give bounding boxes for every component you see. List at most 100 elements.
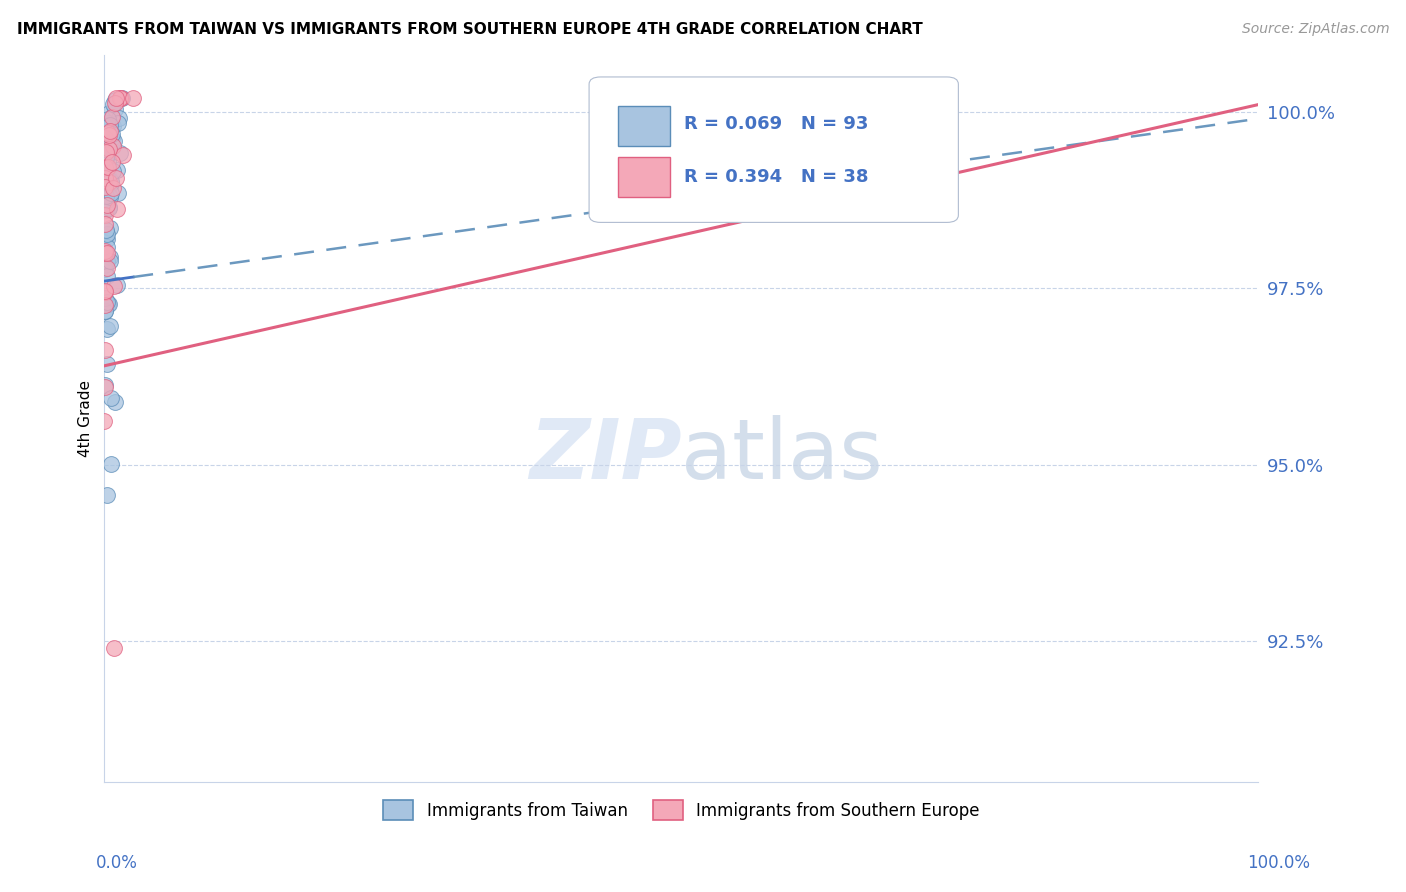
Point <box>101 119 124 133</box>
Point <box>96 322 118 336</box>
Point <box>97 200 120 214</box>
Point <box>97 167 120 181</box>
Point <box>96 138 118 153</box>
Point <box>94 155 117 169</box>
Point <box>96 198 118 212</box>
Point <box>93 130 115 145</box>
Point <box>97 132 120 146</box>
Point <box>96 488 118 502</box>
Point <box>104 102 127 116</box>
Point <box>93 181 115 195</box>
Point <box>98 221 121 235</box>
Point <box>100 176 122 190</box>
Point <box>100 118 122 132</box>
Text: 100.0%: 100.0% <box>1247 855 1310 872</box>
Point <box>96 254 118 268</box>
Point <box>98 124 121 138</box>
Point <box>104 96 127 111</box>
Point <box>100 457 122 471</box>
Text: 0.0%: 0.0% <box>96 855 138 872</box>
Point <box>105 163 128 178</box>
Point <box>97 161 120 175</box>
Point <box>94 163 117 178</box>
Point <box>96 193 118 207</box>
Point <box>93 161 115 176</box>
Point <box>94 120 117 134</box>
Point <box>107 186 129 201</box>
Point <box>94 170 117 185</box>
Point <box>108 90 131 104</box>
Point <box>107 111 129 125</box>
Point <box>94 150 117 164</box>
Point <box>101 137 124 152</box>
Point <box>94 291 117 305</box>
Point <box>101 96 124 111</box>
Point <box>96 268 118 283</box>
FancyBboxPatch shape <box>617 157 669 197</box>
Point <box>94 258 117 272</box>
Point <box>100 155 122 169</box>
Point <box>96 357 118 371</box>
Point <box>101 164 124 178</box>
Point <box>93 192 115 206</box>
Point <box>104 395 127 409</box>
Point <box>96 120 118 135</box>
Text: R = 0.069   N = 93: R = 0.069 N = 93 <box>683 115 868 133</box>
Point <box>93 246 115 260</box>
Point <box>98 188 121 202</box>
Point <box>97 174 120 188</box>
Point <box>96 170 118 185</box>
Point <box>93 166 115 180</box>
Point <box>94 285 117 299</box>
Point <box>93 217 115 231</box>
Point <box>98 319 121 334</box>
FancyBboxPatch shape <box>589 77 959 222</box>
Point <box>94 228 117 243</box>
Point <box>94 179 117 194</box>
Point <box>96 232 118 246</box>
Point <box>94 139 117 153</box>
Point <box>100 391 122 405</box>
Point <box>110 90 132 104</box>
Point <box>96 144 118 158</box>
Point <box>100 176 122 190</box>
Point <box>96 199 118 213</box>
Point <box>94 203 117 218</box>
Point <box>96 143 118 157</box>
Point <box>111 90 134 104</box>
Point <box>93 244 115 259</box>
Point <box>94 262 117 277</box>
Point <box>94 377 117 392</box>
Point <box>96 119 118 133</box>
Point <box>100 131 122 145</box>
Point <box>104 93 127 107</box>
Point <box>97 116 120 130</box>
Point <box>94 145 117 159</box>
Point <box>94 380 117 394</box>
Point <box>100 174 122 188</box>
Point <box>93 413 115 427</box>
FancyBboxPatch shape <box>617 106 669 146</box>
Point <box>110 90 132 104</box>
Point <box>96 240 118 254</box>
Point <box>97 128 120 142</box>
Point <box>97 126 120 140</box>
Point <box>94 164 117 178</box>
Point <box>96 223 118 237</box>
Point <box>103 641 125 656</box>
Point <box>105 170 128 185</box>
Y-axis label: 4th Grade: 4th Grade <box>79 380 93 458</box>
Point <box>101 138 124 153</box>
Point <box>96 132 118 146</box>
Point <box>98 124 121 138</box>
Point <box>105 90 128 104</box>
Point <box>103 279 125 293</box>
Text: R = 0.394   N = 38: R = 0.394 N = 38 <box>683 168 869 186</box>
Point <box>94 303 117 318</box>
Text: ZIP: ZIP <box>529 415 682 496</box>
Text: atlas: atlas <box>682 415 883 496</box>
Point <box>97 142 120 156</box>
Point <box>98 190 121 204</box>
Point <box>98 250 121 264</box>
Legend: Immigrants from Taiwan, Immigrants from Southern Europe: Immigrants from Taiwan, Immigrants from … <box>377 794 986 826</box>
